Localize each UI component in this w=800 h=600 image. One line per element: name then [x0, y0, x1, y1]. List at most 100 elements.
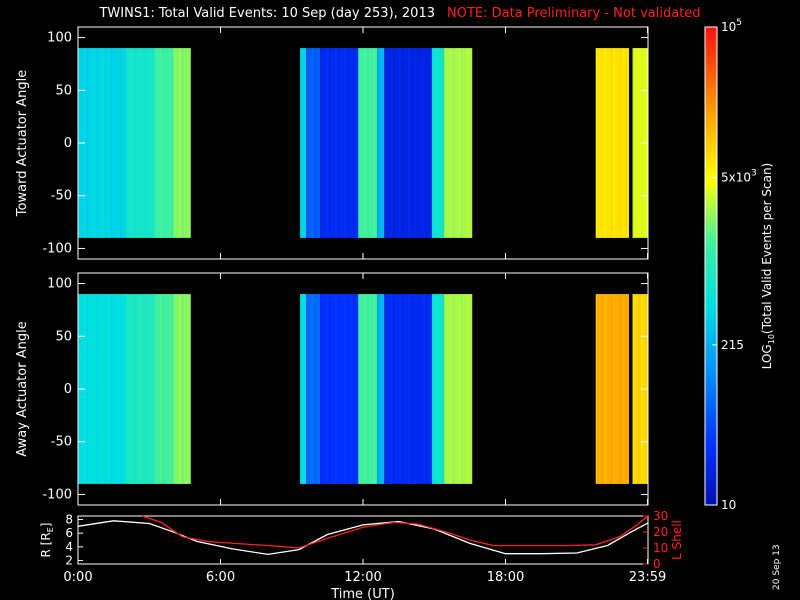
away-streak	[326, 294, 328, 484]
away-angle-panel: 100 50 0 -50 -100 Away Actuator Angle	[15, 272, 649, 506]
toward-streak	[361, 48, 363, 238]
radius-line	[77, 520, 649, 556]
toward-streak	[446, 48, 448, 238]
away-streak	[377, 294, 379, 484]
away-streak	[338, 294, 340, 484]
toward-streak	[309, 48, 311, 238]
away-streak	[443, 294, 445, 484]
title-text: TWINS1: Total Valid Events: 10 Sep (day …	[99, 6, 435, 21]
colorbar-label-prefix: LOG	[760, 344, 774, 369]
toward-streak	[619, 48, 621, 238]
away-streak	[335, 294, 337, 484]
toward-streak	[411, 48, 413, 238]
toward-streak	[146, 48, 148, 238]
toward-streak	[632, 48, 634, 238]
colorbar-label: LOG10(Total Valid Events per Scan)	[760, 163, 776, 370]
toward-streak	[154, 48, 156, 238]
xtick-label: 23:59	[629, 570, 666, 585]
colorbar-label-sub: 10	[767, 334, 776, 344]
lshell-line	[141, 515, 649, 549]
toward-ylabel: Toward Actuator Angle	[15, 70, 30, 217]
away-ytick-label: 100	[47, 277, 72, 292]
away-streak	[358, 294, 360, 484]
toward-streak	[417, 48, 419, 238]
toward-streak	[338, 48, 340, 238]
away-streak	[185, 294, 187, 484]
away-streak	[312, 294, 314, 484]
away-streak	[446, 294, 448, 484]
toward-streak	[179, 48, 181, 238]
toward-streak	[420, 48, 422, 238]
away-ytick-label: -50	[51, 435, 72, 450]
xtick-label: 12:00	[344, 570, 381, 585]
date-stamp: 20 Sep 13	[772, 544, 782, 590]
lshell-ytick-label: 0	[653, 557, 661, 571]
away-streak	[607, 294, 609, 484]
orbit-ytick-label: 4	[65, 540, 73, 554]
orbit-ylabel-main: R [R	[39, 532, 53, 557]
colorbar-tick-label: 215	[721, 338, 744, 352]
orbit-ytick-label: 6	[65, 526, 73, 540]
toward-data-block	[125, 48, 154, 238]
toward-streak	[434, 48, 437, 238]
away-streak	[414, 294, 416, 484]
away-streak	[613, 294, 615, 484]
away-streak	[329, 294, 331, 484]
away-data-block	[595, 294, 629, 484]
away-streak	[182, 294, 184, 484]
toward-streak	[102, 48, 104, 238]
toward-streak	[616, 48, 618, 238]
toward-streak	[90, 48, 92, 238]
away-streak	[461, 294, 463, 484]
toward-streak	[595, 48, 597, 238]
toward-streak	[114, 48, 116, 238]
toward-streak	[408, 48, 410, 238]
lshell-ytick-label: 10	[653, 541, 668, 555]
away-streak	[364, 294, 366, 484]
toward-streak	[387, 48, 389, 238]
away-streak	[125, 294, 127, 484]
away-streak	[102, 294, 104, 484]
toward-ytick-label: -50	[51, 189, 72, 204]
away-streak	[601, 294, 603, 484]
toward-streak	[166, 48, 168, 238]
away-streak	[632, 294, 634, 484]
toward-streak	[638, 48, 640, 238]
toward-streak	[414, 48, 416, 238]
toward-streak	[464, 48, 466, 238]
away-streak	[341, 294, 343, 484]
away-streak	[437, 294, 440, 484]
away-ytick-label: 50	[55, 329, 72, 344]
away-streak	[380, 294, 382, 484]
toward-ytick-label: -100	[42, 241, 72, 256]
toward-streak	[380, 48, 382, 238]
away-streak	[120, 294, 122, 484]
toward-streak	[149, 48, 151, 238]
xtick-label: 0:00	[63, 570, 92, 585]
away-streak	[408, 294, 410, 484]
toward-streak	[120, 48, 122, 238]
toward-streak	[449, 48, 451, 238]
toward-streak	[431, 48, 434, 238]
toward-streak	[306, 48, 308, 238]
orbit-ytick-label: 2	[65, 554, 73, 568]
colorbar-label-rest: (Total Valid Events per Scan)	[760, 163, 774, 334]
colorbar-tick-base: 5x10	[721, 171, 751, 185]
preliminary-note: NOTE: Data Preliminary - Not validated	[447, 6, 701, 21]
away-streak	[393, 294, 395, 484]
colorbar-gradient	[704, 26, 718, 506]
away-streak	[140, 294, 142, 484]
toward-streak	[622, 48, 624, 238]
away-streak	[99, 294, 101, 484]
toward-streak	[443, 48, 445, 238]
away-streak	[163, 294, 165, 484]
toward-streak	[157, 48, 159, 238]
toward-streak	[93, 48, 95, 238]
orbit-ylabel-close: ]	[39, 523, 53, 528]
away-data-block	[431, 294, 444, 484]
away-streak	[134, 294, 136, 484]
toward-streak	[128, 48, 130, 238]
away-streak	[426, 294, 428, 484]
